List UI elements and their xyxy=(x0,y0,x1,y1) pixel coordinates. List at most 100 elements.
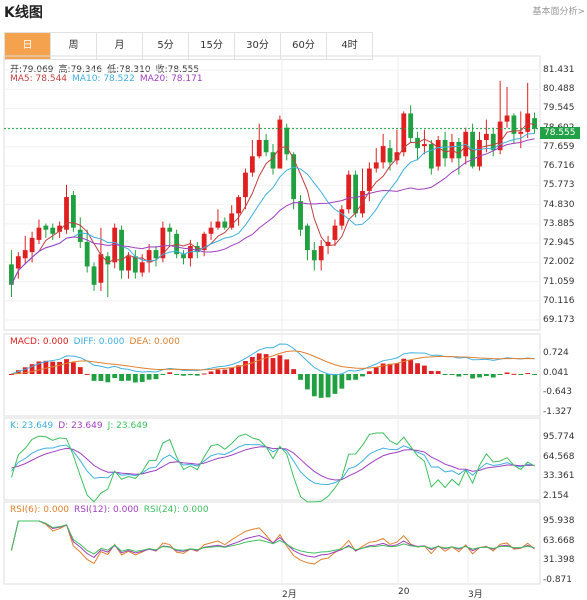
pane-border-3 xyxy=(3,501,541,585)
candle-body-30 xyxy=(215,221,221,228)
candle-body-10 xyxy=(77,229,83,242)
candle-body-62 xyxy=(435,139,441,167)
macd-bar-66 xyxy=(463,374,469,375)
tab-4[interactable]: 15分 xyxy=(189,33,235,59)
candle-body-0 xyxy=(9,264,14,285)
y-label-main-1: 80.488 xyxy=(543,84,575,95)
macd-bar-30 xyxy=(215,369,221,374)
candle-body-56 xyxy=(394,152,400,161)
macd-bar-37 xyxy=(263,354,269,374)
macd-bar-69 xyxy=(483,374,489,377)
candle-body-18 xyxy=(132,256,138,273)
macd-bar-36 xyxy=(256,353,262,374)
k-value: K: 23.649 xyxy=(10,421,54,431)
macd-bar-43 xyxy=(305,374,310,390)
candle-body-39 xyxy=(277,119,283,169)
candle-body-69 xyxy=(483,133,489,140)
candle-body-1 xyxy=(15,256,21,269)
macd-bar-25 xyxy=(181,374,186,376)
candle-body-38 xyxy=(270,152,276,169)
y-label-macd-1: 0.041 xyxy=(543,367,569,378)
pane-border-1 xyxy=(3,333,541,417)
candle-body-42 xyxy=(298,201,303,230)
macd-bar-41 xyxy=(291,369,297,374)
tab-3[interactable]: 5分 xyxy=(143,33,189,59)
y-label-main-9: 72.945 xyxy=(543,238,575,249)
y-label-main-5: 76.716 xyxy=(543,161,575,172)
j-line xyxy=(10,432,535,503)
candle-body-29 xyxy=(208,227,214,234)
y-label-main-2: 79.545 xyxy=(543,103,575,114)
tab-1[interactable]: 周 xyxy=(51,33,97,59)
ma10-value: MA10: 78.522 xyxy=(72,74,135,84)
macd-bar-32 xyxy=(229,368,235,374)
macd-bar-64 xyxy=(449,374,455,375)
candle-body-49 xyxy=(346,174,352,210)
candle-body-54 xyxy=(380,146,386,163)
y-label-kdj-1: 64.568 xyxy=(543,451,575,462)
macd-bar-33 xyxy=(236,365,241,374)
candle-body-9 xyxy=(70,195,76,228)
macd-bar-71 xyxy=(497,374,503,375)
macd-bar-17 xyxy=(126,374,131,381)
macd-bar-53 xyxy=(373,367,379,374)
macd-bar-15 xyxy=(112,374,118,379)
macd-bar-4 xyxy=(36,361,42,374)
y-label-kdj-2: 33.361 xyxy=(543,471,575,482)
rsi6-value: RSI(6): 0.000 xyxy=(10,505,70,515)
macd-bar-31 xyxy=(222,369,228,374)
macd-bar-19 xyxy=(139,374,145,382)
candle-body-45 xyxy=(318,246,324,261)
candle-body-53 xyxy=(373,162,379,169)
x-label-1: 20 xyxy=(398,587,410,597)
tab-6[interactable]: 60分 xyxy=(281,33,327,59)
macd-bar-46 xyxy=(325,374,331,398)
rsi-legend: RSI(6): 0.000 RSI(12): 0.000 RSI(24): 0.00… xyxy=(10,505,214,515)
macd-bar-11 xyxy=(84,373,90,375)
macd-bar-18 xyxy=(132,374,138,383)
candle-body-46 xyxy=(325,241,331,247)
candle-body-19 xyxy=(139,262,145,273)
rsi12-value: RSI(12): 0.000 xyxy=(74,505,139,515)
candle-body-41 xyxy=(291,154,297,200)
candle-body-57 xyxy=(401,113,407,153)
candle-body-71 xyxy=(497,121,503,151)
macd-bar-75 xyxy=(525,373,531,375)
macd-bar-52 xyxy=(366,371,372,374)
macd-bar-35 xyxy=(249,356,255,374)
candle-body-75 xyxy=(525,113,531,132)
candle-body-21 xyxy=(153,250,159,259)
candle-body-35 xyxy=(249,156,255,173)
tab-2[interactable]: 月 xyxy=(97,33,143,59)
candle-body-5 xyxy=(43,225,49,230)
page-title: K线图 xyxy=(4,5,43,21)
macd-bar-34 xyxy=(243,360,248,374)
tab-7[interactable]: 4时 xyxy=(327,33,372,59)
dea-value: DEA: 0.000 xyxy=(129,337,180,347)
macd-bar-16 xyxy=(119,374,124,381)
candle-body-52 xyxy=(366,168,372,191)
macd-bar-65 xyxy=(456,374,462,377)
macd-bar-24 xyxy=(174,374,180,375)
ma10-line xyxy=(10,133,535,285)
macd-bar-76 xyxy=(532,374,537,375)
period-tabs: 日周月 5分 15分 30分 60分 4时 xyxy=(4,32,373,60)
candle-body-43 xyxy=(305,225,310,251)
candle-body-44 xyxy=(311,250,317,261)
macd-bar-60 xyxy=(422,365,427,374)
k-line xyxy=(11,444,535,486)
macd-bar-0 xyxy=(9,374,14,375)
macd-bar-50 xyxy=(353,374,358,380)
macd-bar-20 xyxy=(146,374,152,380)
fundamental-analysis-link[interactable]: 基本面分析> xyxy=(532,7,585,17)
tab-5[interactable]: 30分 xyxy=(235,33,281,59)
ma-legend: MA5: 78.544 MA10: 78.522 MA20: 78.171 xyxy=(10,74,208,84)
macd-bar-10 xyxy=(77,367,83,374)
candle-body-65 xyxy=(456,142,462,159)
x-label-2: 3月 xyxy=(468,590,483,600)
current-price-tag: 78.555 xyxy=(540,127,580,139)
tab-0[interactable]: 日 xyxy=(5,33,51,59)
candle-body-70 xyxy=(490,133,496,151)
macd-bar-45 xyxy=(318,374,324,398)
